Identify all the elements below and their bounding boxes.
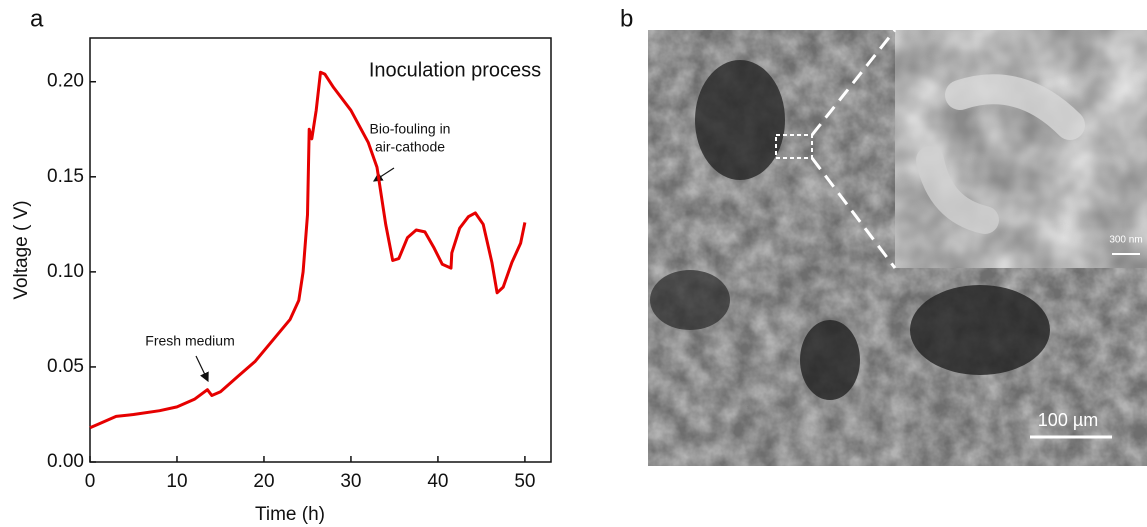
- scale-label: 300 nm: [1109, 235, 1142, 246]
- annotation: Fresh medium: [145, 333, 234, 349]
- sem-image: 300 nm 100 µm: [648, 29, 1147, 466]
- plot-frame: [89, 37, 552, 463]
- y-axis-label: Voltage ( V): [11, 200, 32, 299]
- panel-label: a: [30, 5, 44, 32]
- scale-label: 100 µm: [1038, 410, 1098, 430]
- y-tick-label: 0.10: [47, 261, 84, 282]
- x-tick-label: 50: [514, 471, 535, 492]
- x-tick-label: 30: [340, 471, 361, 492]
- annotation: air-cathode: [375, 139, 445, 155]
- x-axis-label: Time (h): [255, 504, 325, 525]
- panel-label: b: [620, 5, 633, 32]
- x-tick-label: 0: [85, 471, 96, 492]
- y-tick-label: 0.15: [47, 166, 84, 187]
- data-line: [89, 70, 527, 430]
- annotation: Bio-fouling in: [370, 121, 451, 137]
- y-tick-label: 0.00: [47, 451, 84, 472]
- chart-title: Inoculation process: [369, 59, 541, 81]
- y-tick-label: 0.20: [47, 71, 84, 92]
- x-tick-label: 20: [253, 471, 274, 492]
- x-tick-label: 40: [427, 471, 448, 492]
- y-tick-label: 0.05: [47, 356, 84, 377]
- x-tick-label: 10: [166, 471, 187, 492]
